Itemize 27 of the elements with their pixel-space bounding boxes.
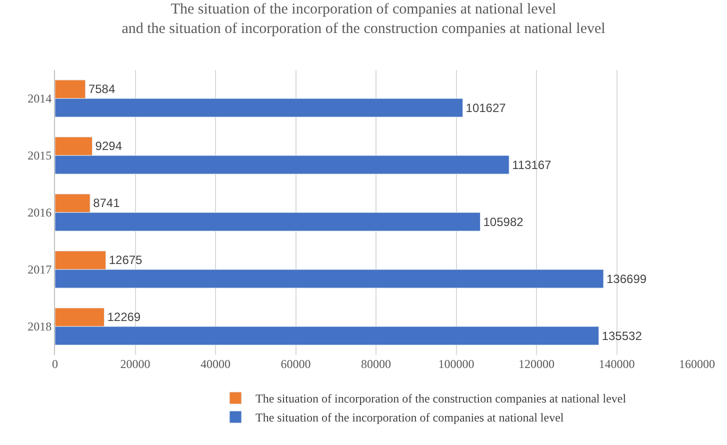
chart-title: The situation of the incorporation of companies at national level and the situation of incorporation of the construction companies at national level [122, 1, 606, 37]
x-tick-label: 100000 [438, 357, 474, 371]
data-label: 105982 [483, 214, 524, 229]
y-tick-label: 2016 [28, 206, 52, 220]
y-tick-label: 2015 [28, 148, 52, 163]
legend-label: The situation of the incorporation of companies at national level [256, 410, 564, 425]
x-tick-label: 160000 [679, 357, 715, 371]
y-tick-label: 2017 [28, 262, 52, 277]
data-label: 136699 [606, 272, 647, 286]
data-label: 7584 [88, 82, 116, 96]
y-tick-label: 2018 [28, 320, 52, 334]
data-label: 135532 [602, 328, 642, 343]
x-tick-label: 120000 [518, 357, 554, 371]
legend-label: The situation of incorporation of the construction companies at national level [256, 392, 627, 406]
data-label: 113167 [512, 158, 552, 172]
data-label: 9294 [95, 139, 122, 154]
x-tick-label: 60000 [280, 357, 311, 371]
data-label: 101627 [466, 100, 506, 115]
x-tick-label: 20000 [120, 357, 150, 371]
x-tick-label: 40000 [200, 357, 230, 371]
x-tick-label: 140000 [598, 357, 635, 371]
x-tick-label: 0 [52, 357, 58, 371]
data-label: 12269 [107, 310, 141, 324]
x-tick-label: 80000 [361, 357, 391, 371]
data-label: 12675 [108, 253, 143, 268]
y-tick-label: 2014 [28, 92, 52, 106]
data-label: 8741 [93, 196, 120, 210]
